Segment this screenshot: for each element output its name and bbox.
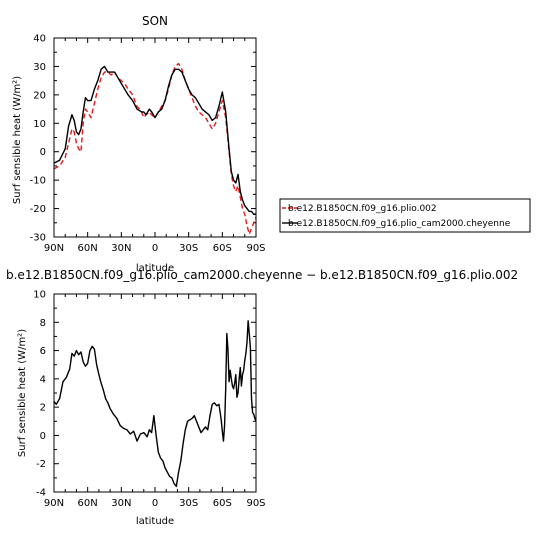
legend-label-series-1: b.e12.B1850CN.f09_g16.plio.002 (288, 204, 437, 214)
x-tick-label: 60N (78, 498, 98, 509)
y-tick-label: 40 (33, 34, 46, 45)
x-tick-label: 90S (246, 243, 265, 254)
series-line-2 (53, 65, 256, 215)
y-tick-label: 10 (33, 119, 46, 130)
y-tick-label: 0 (40, 147, 46, 158)
bottom-y-axis-label: Surf sensible heat (W/m²) (17, 329, 28, 457)
y-tick-label: 4 (40, 374, 46, 385)
top-y-tick-labels: 40 30 20 10 0 -10 -20 -30 (30, 34, 46, 244)
top-x-axis-label: latitude (136, 263, 174, 274)
x-tick-label: 30S (179, 243, 198, 254)
series-line-1 (53, 320, 257, 488)
y-tick-label: -20 (30, 204, 46, 215)
y-tick-label: -10 (30, 176, 46, 187)
x-tick-label: 90S (246, 498, 265, 509)
x-tick-label: 90N (44, 243, 64, 254)
legend-label-series-2: b.e12.B1850CN.f09_g16.plio_cam2000.cheye… (288, 219, 511, 229)
bottom-chart: b.e12.B1850CN.f09_g16.plio_cam2000.cheye… (6, 268, 518, 527)
chart-title: SON (142, 14, 168, 28)
x-tick-label: 90N (44, 498, 64, 509)
top-x-tick-labels: 90N 60N 30N 0 30S 60S 90S (44, 243, 266, 254)
y-tick-label: 10 (33, 290, 46, 301)
x-tick-label: 60S (213, 243, 232, 254)
x-tick-label: 0 (152, 498, 158, 509)
y-tick-label: 20 (33, 90, 46, 101)
bottom-x-axis-label: latitude (136, 516, 174, 527)
top-y-axis-label: Surf sensible heat (W/m²) (12, 76, 23, 204)
y-tick-label: 2 (40, 403, 46, 414)
y-tick-label: 30 (33, 62, 46, 73)
y-tick-label: 8 (40, 318, 46, 329)
bottom-y-tick-labels: 10 8 6 4 2 0 -2 -4 (33, 290, 46, 499)
series-line-1 (53, 62, 257, 235)
y-tick-label: -30 (30, 233, 46, 244)
bottom-series-lines (53, 320, 257, 488)
top-series-lines (53, 62, 257, 235)
bottom-chart-title: b.e12.B1850CN.f09_g16.plio_cam2000.cheye… (6, 268, 518, 282)
x-tick-label: 30S (179, 498, 198, 509)
x-tick-label: 0 (152, 243, 158, 254)
bottom-x-tick-labels: 90N 60N 30N 0 30S 60S 90S (44, 498, 266, 509)
legend-box (279, 198, 531, 233)
y-tick-label: -4 (36, 488, 46, 499)
x-tick-label: 60N (78, 243, 98, 254)
x-tick-label: 30N (111, 243, 131, 254)
top-plot-frame (53, 37, 257, 238)
y-tick-label: -2 (36, 459, 46, 470)
x-tick-label: 60S (213, 498, 232, 509)
legend: b.e12.B1850CN.f09_g16.plio.002 b.e12.B18… (279, 198, 531, 233)
y-tick-label: 6 (40, 346, 46, 357)
y-tick-label: 0 (40, 431, 46, 442)
top-axis-ticks (53, 37, 257, 238)
bottom-plot-frame (53, 293, 257, 493)
top-chart: SON 90N 60N 30N 0 30S 60S 90S 40 30 20 10 0 -10 -20 -… (12, 14, 266, 274)
x-tick-label: 30N (111, 498, 131, 509)
